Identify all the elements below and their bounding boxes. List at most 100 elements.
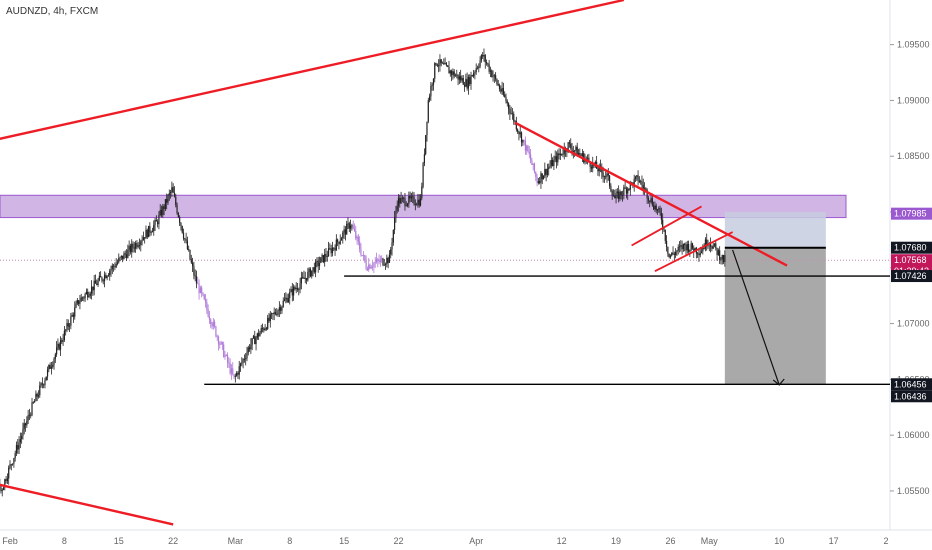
candle-body <box>548 167 550 170</box>
candle-body <box>334 248 336 251</box>
x-tick-label: Apr <box>469 536 483 546</box>
candle-body <box>229 363 231 374</box>
candle-body <box>106 276 108 279</box>
candle-body <box>515 121 517 130</box>
candle-body <box>677 246 679 251</box>
projection-arrow[interactable] <box>732 249 780 386</box>
candle-body <box>676 250 678 252</box>
candle-body <box>539 181 541 183</box>
candle-body <box>291 289 293 296</box>
candle-body <box>400 198 402 204</box>
candle-body <box>480 55 482 61</box>
position-stop-zone[interactable] <box>724 212 826 248</box>
candle-body <box>307 272 309 281</box>
candle-body <box>427 100 429 122</box>
candle-body <box>495 75 497 80</box>
candle-body <box>403 197 405 199</box>
flag-upper-line[interactable] <box>631 205 702 247</box>
candle-body <box>465 79 467 87</box>
candle-body <box>317 260 319 267</box>
candle-body <box>461 77 463 81</box>
price-label-dark: 1.06436 <box>891 390 932 403</box>
price-label-bg <box>891 390 932 403</box>
candle-body <box>265 328 268 330</box>
candle-body <box>151 231 154 233</box>
candle-body <box>23 423 25 429</box>
candle-body <box>131 243 133 252</box>
candle-body <box>135 243 137 249</box>
candle-body <box>502 88 504 95</box>
candle-body <box>576 146 578 156</box>
candle-body <box>71 314 73 317</box>
candle-body <box>176 204 178 214</box>
upper-trendline[interactable] <box>0 0 625 176</box>
candle-body <box>601 167 603 173</box>
candle-body <box>656 209 659 211</box>
candle-body <box>242 359 244 363</box>
candle-body <box>421 186 423 199</box>
price-label-bg <box>891 207 932 220</box>
price-label-bg <box>891 254 932 267</box>
candle-body <box>344 229 347 235</box>
candle-body <box>302 277 304 279</box>
candle-body <box>507 103 510 109</box>
price-label-text: 1.06456 <box>894 379 927 389</box>
x-tick-label: 10 <box>774 536 784 546</box>
x-tick-label: Feb <box>2 536 18 546</box>
candle-body <box>173 192 176 197</box>
candle-body <box>352 225 354 229</box>
candle-body <box>282 300 284 307</box>
price-label-text: 1.07426 <box>894 271 927 281</box>
candle-body <box>116 262 119 264</box>
candle-body <box>132 243 134 248</box>
price-label-text: 1.07985 <box>894 209 927 219</box>
position-target-zone[interactable] <box>724 247 826 385</box>
candle-body <box>225 355 227 356</box>
candle-body <box>8 467 10 479</box>
candle-body <box>13 458 15 464</box>
candle-body <box>36 393 38 397</box>
candle-body <box>460 76 462 81</box>
candle-body <box>448 66 450 74</box>
candle-body <box>450 70 453 75</box>
candle-body <box>550 160 552 166</box>
candle-body <box>359 241 361 250</box>
candle-body <box>35 393 37 402</box>
candle-body <box>141 240 143 242</box>
candle-body <box>300 277 302 284</box>
candle-body <box>712 245 714 249</box>
candle-body <box>417 199 419 205</box>
candle-body <box>197 283 199 285</box>
candle-body <box>248 347 251 350</box>
candle-body <box>56 347 58 355</box>
candle-body <box>698 253 700 256</box>
candle-body <box>501 88 503 92</box>
candle-body <box>39 385 41 396</box>
descending-trendline[interactable] <box>514 121 788 267</box>
candle-body <box>532 163 534 165</box>
price-label-purple: 1.07985 <box>891 207 932 220</box>
candle-body <box>559 153 561 156</box>
candle-body <box>660 213 662 220</box>
candle-body <box>378 260 380 263</box>
candle-body <box>203 294 205 300</box>
candle-body <box>466 79 468 89</box>
candle-body <box>518 131 520 135</box>
candle-body <box>278 307 280 311</box>
lower-trendline[interactable] <box>0 446 174 526</box>
candle-body <box>603 176 606 178</box>
candle-body <box>59 340 62 350</box>
candle-body <box>281 306 283 311</box>
candle-body <box>541 173 543 180</box>
candle-body <box>287 298 290 303</box>
candle-body <box>27 415 29 421</box>
resistance-zone[interactable] <box>0 194 847 219</box>
candle-body <box>155 219 157 222</box>
candle-body <box>177 213 179 218</box>
candle-body <box>232 368 234 375</box>
candle-body <box>62 340 64 342</box>
candle-body <box>349 225 352 229</box>
candle-body <box>675 251 677 255</box>
flag-lower-line[interactable] <box>654 231 734 272</box>
